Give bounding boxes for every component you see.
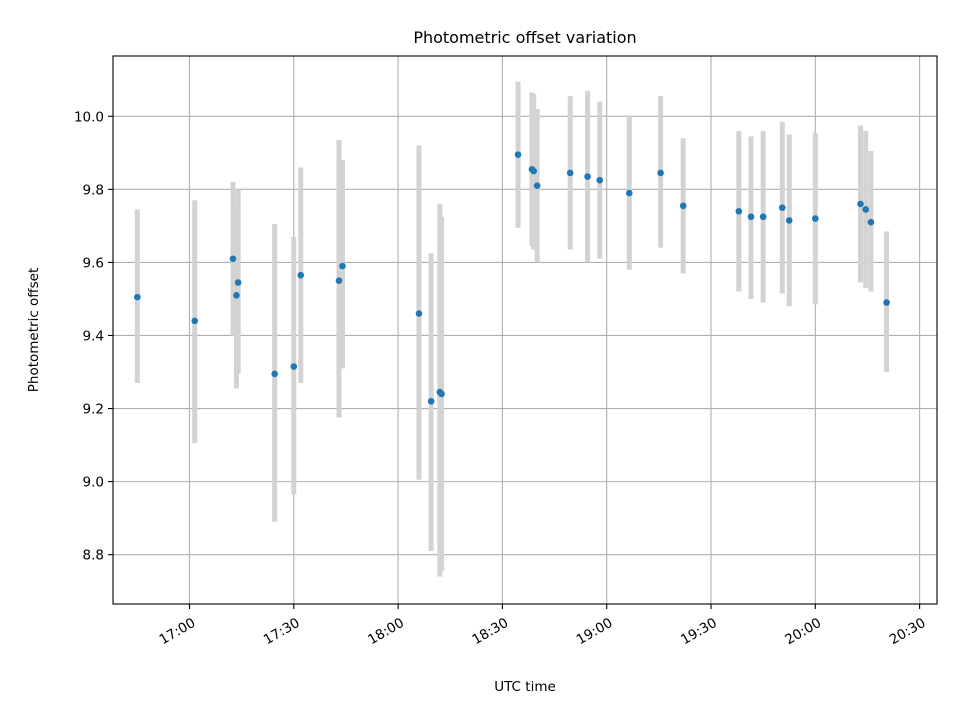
data-point — [584, 173, 591, 180]
data-point — [233, 291, 240, 299]
data-point — [812, 215, 819, 222]
data-point — [657, 169, 664, 177]
chart-title: Photometric offset variation — [413, 28, 636, 47]
y-axis-label: Photometric offset — [26, 268, 42, 392]
data-point — [290, 363, 298, 370]
y-tick-label: 9.2 — [83, 402, 104, 418]
plot-frame — [112, 55, 938, 605]
y-tick-label: 10.0 — [74, 109, 104, 125]
data-point — [747, 213, 755, 221]
x-axis-label: UTC time — [494, 679, 556, 695]
y-tick-label: 8.8 — [83, 548, 104, 564]
y-tick-label: 9.0 — [83, 475, 104, 491]
grid — [113, 56, 937, 604]
data-point — [415, 310, 423, 317]
data-point — [679, 202, 687, 210]
data-point — [596, 176, 604, 184]
data-point — [759, 213, 767, 221]
data-point — [530, 167, 537, 175]
data-point — [533, 182, 541, 189]
y-axis-ticks: 8.8 9.0 9.2 9.4 9.6 9.8 10.0 — [74, 109, 113, 564]
data-point — [867, 218, 875, 226]
data-point — [134, 293, 141, 301]
y-tick-label: 9.6 — [83, 255, 104, 271]
data-point — [785, 217, 793, 224]
y-tick-label: 9.8 — [83, 182, 104, 198]
data-point — [778, 204, 786, 211]
data-point — [862, 206, 870, 213]
data-point — [234, 279, 242, 286]
y-tick-label: 9.4 — [83, 328, 104, 344]
data-point — [191, 317, 199, 325]
data-point — [626, 189, 633, 197]
data-point — [883, 299, 890, 306]
data-points — [134, 151, 890, 405]
data-point — [271, 370, 278, 378]
data-point — [514, 151, 522, 158]
data-point — [857, 200, 864, 208]
data-point — [339, 262, 346, 270]
data-point — [566, 169, 574, 177]
data-point — [297, 271, 305, 279]
data-point — [735, 207, 743, 215]
data-point — [229, 255, 237, 263]
data-point — [427, 397, 435, 405]
data-point — [438, 390, 445, 398]
data-point — [335, 277, 343, 284]
